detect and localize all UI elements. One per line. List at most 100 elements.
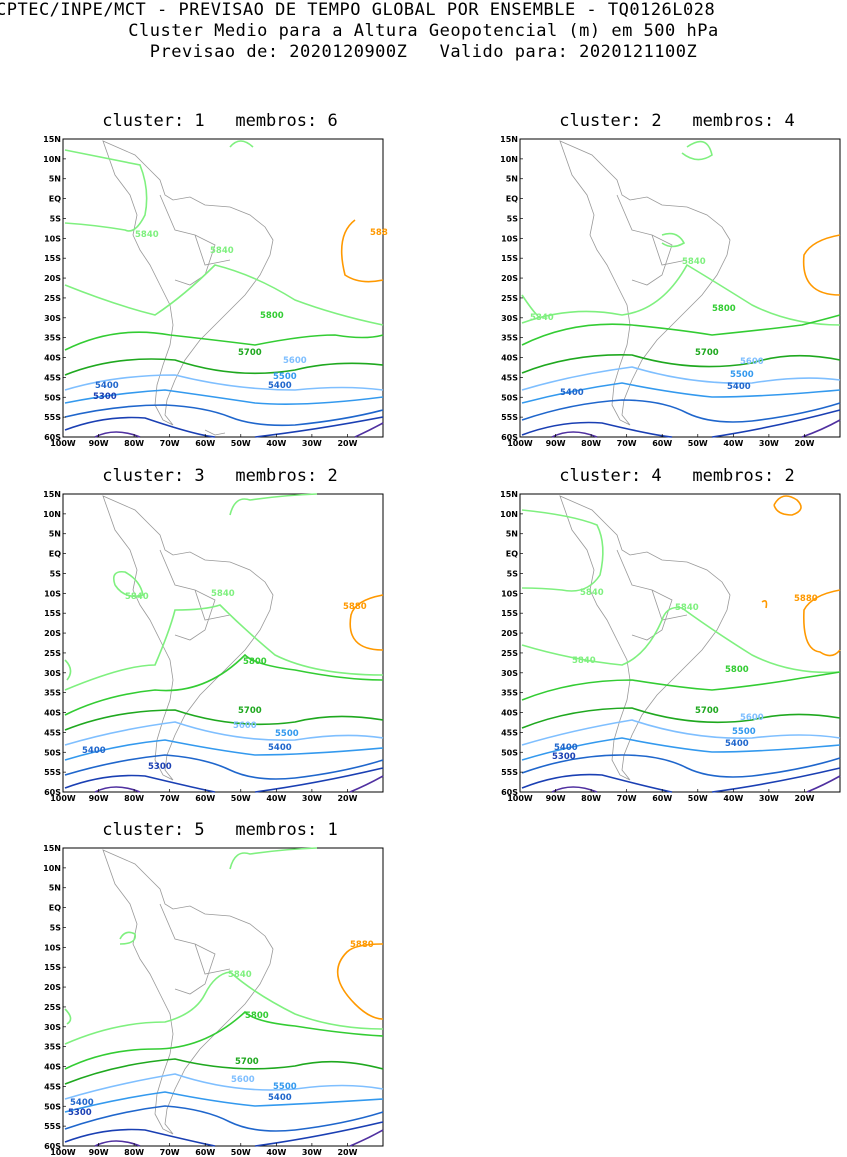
- contour-labels: 5840 5840 588 5800 5700 5600 5500 5400 5…: [93, 228, 388, 402]
- lon-tick-label: 20W: [337, 794, 357, 803]
- lat-tick-label: 50S: [44, 393, 61, 402]
- lat-tick-label: 40S: [501, 354, 518, 363]
- lat-tick-label: 35S: [44, 1043, 61, 1052]
- lat-tick-label: 40S: [501, 709, 518, 718]
- lat-tick-label: 5S: [507, 214, 519, 223]
- coastline: [102, 495, 274, 781]
- lat-tick-label: 40S: [44, 1063, 61, 1072]
- lat-tick-label: EQ: [506, 195, 518, 204]
- lat-tick-label: 5N: [49, 175, 61, 184]
- label-5400: 5400: [268, 1093, 292, 1103]
- lat-ticks: 15N 10N 5N EQ 5S 10S 15S 20S 25S 30S 35S 40S 45S 50S 5…: [43, 844, 66, 1151]
- lat-tick-label: EQ: [506, 550, 518, 559]
- lon-tick-label: 60W: [195, 794, 215, 803]
- label-5300: 5300: [93, 392, 117, 402]
- lat-ticks: 15N 10N 5N EQ 5S 10S 15S 20S 25S 30S 35S 40S 45S 50S 5…: [500, 490, 523, 797]
- contour-labels: 5840 5840 5880 5800 5700 5600 5500 5400 …: [82, 589, 367, 772]
- lat-tick-label: 5S: [50, 569, 62, 578]
- lon-tick-label: 90W: [89, 794, 109, 803]
- lon-tick-label: 70W: [617, 794, 637, 803]
- label-5700: 5700: [695, 706, 719, 716]
- lat-tick-label: 60S: [501, 788, 518, 797]
- label-5300: 5300: [552, 752, 576, 762]
- label-5840: 5840: [675, 603, 699, 613]
- contours: [64, 140, 384, 438]
- label-5800: 5800: [725, 665, 749, 675]
- lat-tick-label: 45S: [44, 373, 61, 382]
- label-5700: 5700: [235, 1057, 259, 1067]
- label-5400: 5400: [554, 743, 578, 753]
- lon-tick-label: 30W: [302, 439, 322, 448]
- lat-tick-label: 10S: [501, 234, 518, 243]
- lon-tick-label: 60W: [195, 1148, 215, 1157]
- lat-tick-label: 10N: [43, 864, 61, 873]
- lat-tick-label: 10N: [500, 510, 518, 519]
- lat-tick-label: 15N: [500, 135, 518, 144]
- panel-cluster-3: cluster: 3 membros: 2 5840 5840 5880 580…: [43, 466, 385, 803]
- lat-tick-label: EQ: [49, 195, 61, 204]
- map-cluster-1: 5840 5840 588 5800 5700 5600 5500 5400 5…: [43, 135, 388, 448]
- lat-tick-label: 20S: [44, 983, 61, 992]
- label-5840: 5840: [125, 592, 149, 602]
- label-5600: 5600: [233, 721, 257, 731]
- label-5400: 5400: [268, 381, 292, 391]
- lat-tick-label: 15N: [43, 490, 61, 499]
- lat-tick-label: 55S: [44, 413, 61, 422]
- lon-tick-label: 80W: [124, 1148, 144, 1157]
- lat-tick-label: 15N: [500, 490, 518, 499]
- lat-tick-label: 5N: [506, 175, 518, 184]
- lon-tick-label: 70W: [160, 794, 180, 803]
- label-5840: 5840: [530, 313, 554, 323]
- label-5700: 5700: [238, 348, 262, 358]
- lat-tick-label: 5S: [50, 923, 62, 932]
- lat-tick-label: 15S: [44, 963, 61, 972]
- map-cluster-5: 5840 5880 5800 5700 5600 5500 5400 5400 …: [43, 844, 384, 1157]
- lat-tick-label: 45S: [501, 373, 518, 382]
- coastline: [102, 140, 274, 436]
- panel-cluster-5: cluster: 5 membros: 1 5840 5880 5800 570…: [43, 820, 385, 1157]
- lon-tick-label: 80W: [124, 439, 144, 448]
- lat-tick-label: 35S: [44, 689, 61, 698]
- lon-tick-label: 90W: [546, 439, 566, 448]
- lat-tick-label: 45S: [501, 728, 518, 737]
- lat-tick-label: 35S: [501, 689, 518, 698]
- lon-tick-label: 90W: [546, 794, 566, 803]
- label-5300: 5300: [68, 1108, 92, 1118]
- lat-tick-label: 20S: [501, 629, 518, 638]
- lat-tick-label: 35S: [44, 334, 61, 343]
- lat-tick-label: 60S: [44, 788, 61, 797]
- lat-tick-label: EQ: [49, 904, 61, 913]
- lon-tick-label: 30W: [302, 1148, 322, 1157]
- header-line-3: Previsao de: 2020120900Z Valido para: 20…: [149, 42, 698, 62]
- lat-tick-label: 25S: [501, 649, 518, 658]
- panel-title: cluster: 1 membros: 6: [102, 111, 338, 131]
- lon-tick-label: 100W: [507, 794, 533, 803]
- lon-ticks: 100W 90W 80W 70W 60W 50W 40W 30W 20W: [50, 789, 358, 803]
- label-5840: 5840: [572, 656, 596, 666]
- label-5800: 5800: [260, 311, 284, 321]
- lat-tick-label: 50S: [501, 393, 518, 402]
- lat-tick-label: 50S: [44, 748, 61, 757]
- lat-tick-label: 10N: [500, 155, 518, 164]
- lat-tick-label: 60S: [44, 433, 61, 442]
- contours: [521, 140, 841, 438]
- lon-tick-label: 60W: [195, 439, 215, 448]
- lat-tick-label: 30S: [44, 1023, 61, 1032]
- lon-ticks: 100W 90W 80W 70W 60W 50W 40W 30W 20W: [507, 434, 815, 448]
- lat-tick-label: 25S: [44, 1003, 61, 1012]
- lat-tick-label: 45S: [44, 1082, 61, 1091]
- lon-tick-label: 60W: [652, 794, 672, 803]
- label-5600: 5600: [283, 356, 307, 366]
- lon-tick-label: 20W: [794, 439, 814, 448]
- lat-tick-label: 50S: [501, 748, 518, 757]
- label-5880: 5880: [343, 602, 367, 612]
- label-5400: 5400: [70, 1098, 94, 1108]
- lon-tick-label: 60W: [652, 439, 672, 448]
- lon-tick-label: 50W: [231, 794, 251, 803]
- lon-tick-label: 70W: [160, 439, 180, 448]
- label-5840: 5840: [135, 230, 159, 240]
- lat-tick-label: 5N: [49, 530, 61, 539]
- lon-tick-label: 50W: [231, 1148, 251, 1157]
- lon-tick-label: 40W: [266, 1148, 286, 1157]
- panel-cluster-4: cluster: 4 membros: 2 5840 5840 5840 588…: [500, 466, 842, 803]
